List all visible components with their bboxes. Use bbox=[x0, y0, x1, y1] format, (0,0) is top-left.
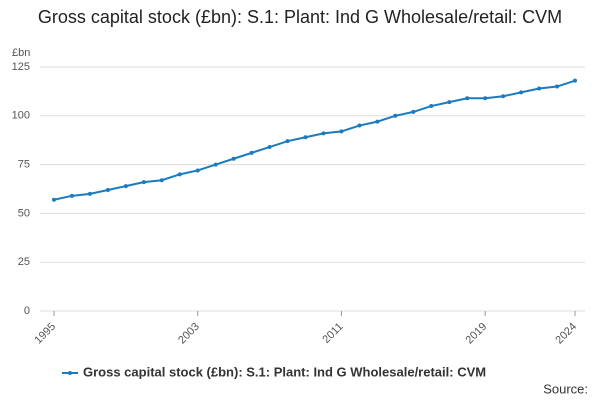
point bbox=[411, 109, 416, 114]
point bbox=[177, 172, 182, 177]
point bbox=[357, 123, 362, 128]
point bbox=[393, 113, 398, 118]
x-tick-label: 1995 bbox=[32, 321, 58, 347]
y-tick-label: 75 bbox=[18, 159, 30, 171]
y-axis-label: £bn bbox=[12, 47, 30, 59]
point bbox=[213, 162, 218, 167]
point bbox=[519, 90, 524, 95]
source: Source: bbox=[543, 381, 588, 396]
y-tick-label: 50 bbox=[18, 207, 30, 219]
y-tick-label: 125 bbox=[12, 61, 30, 73]
point bbox=[465, 96, 470, 101]
point bbox=[249, 150, 254, 155]
y-tick-label: 100 bbox=[12, 110, 30, 122]
point bbox=[141, 180, 146, 185]
x-tick-label: 2003 bbox=[176, 321, 202, 347]
point bbox=[429, 104, 434, 109]
point bbox=[105, 187, 110, 192]
point bbox=[195, 168, 200, 173]
point bbox=[87, 191, 92, 196]
x-tick-label: 2011 bbox=[320, 321, 345, 346]
point bbox=[573, 78, 577, 83]
legend-label: Gross capital stock (£bn): S.1: Plant: I… bbox=[83, 364, 486, 379]
point bbox=[159, 178, 164, 183]
y-tick-label: 25 bbox=[18, 256, 30, 268]
point bbox=[537, 86, 542, 91]
point bbox=[303, 135, 308, 140]
y-tick-label: 0 bbox=[24, 305, 30, 317]
x-tick-label: 2019 bbox=[464, 321, 490, 347]
point bbox=[447, 100, 452, 105]
point bbox=[501, 94, 506, 99]
x-tick-label: 2024 bbox=[553, 321, 579, 347]
point bbox=[285, 139, 290, 144]
legend-swatch-dot bbox=[68, 371, 72, 375]
point bbox=[52, 197, 56, 202]
point bbox=[267, 145, 272, 150]
point bbox=[231, 156, 236, 161]
point bbox=[123, 184, 128, 189]
point bbox=[69, 193, 74, 198]
point bbox=[321, 131, 326, 136]
chart-title: Gross capital stock (£bn): S.1: Plant: I… bbox=[37, 7, 563, 27]
point bbox=[339, 129, 344, 134]
point bbox=[483, 96, 488, 101]
point bbox=[555, 84, 560, 89]
line bbox=[53, 79, 576, 201]
point bbox=[375, 119, 380, 124]
